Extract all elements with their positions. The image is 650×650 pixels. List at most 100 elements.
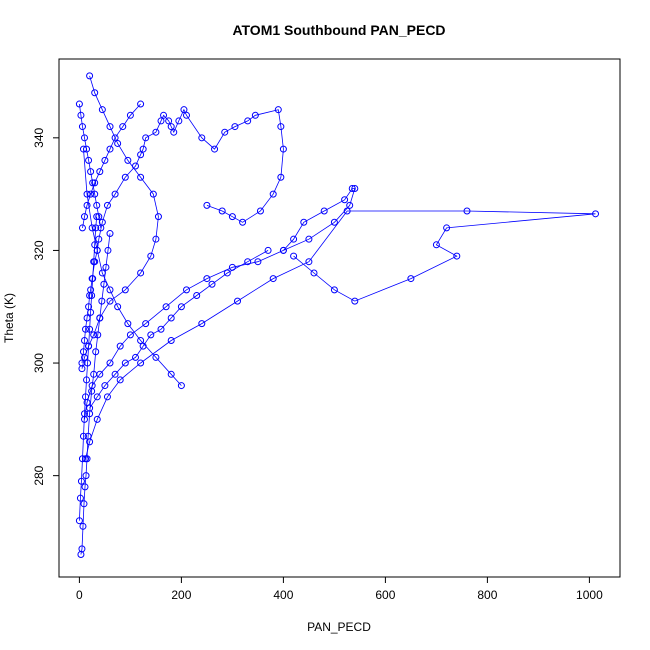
- series-line: [81, 108, 284, 364]
- data-point: [223, 269, 231, 277]
- data-point: [80, 500, 88, 508]
- data-point: [177, 382, 185, 390]
- data-point: [254, 258, 262, 266]
- data-point: [348, 185, 356, 192]
- data-point: [152, 353, 160, 361]
- data-point: [137, 151, 145, 159]
- series-line: [79, 103, 102, 228]
- data-point: [277, 123, 285, 131]
- data-point: [101, 156, 109, 164]
- x-tick-label: 1000: [576, 588, 603, 602]
- data-point: [290, 252, 298, 260]
- data-point: [106, 123, 114, 131]
- data-point: [279, 246, 287, 254]
- data-point: [154, 213, 162, 221]
- data-point: [102, 263, 110, 271]
- data-point: [90, 331, 98, 339]
- data-point: [193, 291, 201, 299]
- data-point: [79, 145, 87, 153]
- data-point: [83, 314, 91, 322]
- data-point: [277, 173, 285, 181]
- data-point: [121, 359, 129, 367]
- data-point: [79, 432, 87, 440]
- data-point: [86, 404, 94, 412]
- data-point: [93, 393, 101, 401]
- data-point: [77, 111, 85, 119]
- data-point: [106, 286, 114, 294]
- data-point: [119, 123, 127, 131]
- data-point: [87, 308, 95, 316]
- y-tick-label: 320: [32, 240, 46, 260]
- data-point: [106, 230, 114, 238]
- data-point: [124, 320, 132, 328]
- data-point: [137, 269, 145, 277]
- data-point: [76, 494, 84, 502]
- data-point: [330, 218, 338, 226]
- data-point: [78, 545, 86, 553]
- x-tick-label: 400: [273, 588, 293, 602]
- x-tick-label: 0: [76, 588, 83, 602]
- data-point: [106, 145, 114, 153]
- data-point: [78, 224, 86, 232]
- data-point: [91, 89, 99, 97]
- data-point: [95, 235, 103, 243]
- data-point: [100, 280, 108, 288]
- data-point: [137, 173, 145, 181]
- data-point: [90, 258, 98, 266]
- data-point: [407, 275, 415, 283]
- data-point: [93, 246, 101, 254]
- data-point: [218, 207, 226, 215]
- data-point: [167, 314, 175, 322]
- x-tick-label: 800: [477, 588, 497, 602]
- y-tick-label: 280: [32, 465, 46, 485]
- data-point: [180, 106, 188, 114]
- data-point: [453, 252, 461, 260]
- data-point: [114, 303, 122, 311]
- x-axis-label: PAN_PECD: [307, 620, 371, 634]
- x-tick-label: 200: [171, 588, 191, 602]
- data-point: [93, 415, 101, 423]
- data-point: [103, 393, 111, 401]
- data-point: [198, 320, 206, 328]
- data-point: [147, 331, 155, 339]
- data-point: [160, 111, 168, 119]
- data-point: [98, 269, 106, 277]
- data-point: [121, 286, 129, 294]
- data-point: [139, 342, 147, 350]
- data-point: [330, 286, 338, 294]
- data-point: [463, 207, 471, 215]
- data-point: [346, 201, 354, 209]
- data-point: [152, 235, 160, 243]
- data-point: [290, 235, 298, 243]
- data-point: [264, 246, 272, 254]
- series-line: [80, 233, 111, 555]
- data-point: [208, 280, 216, 288]
- data-point: [83, 190, 91, 198]
- data-point: [93, 213, 101, 221]
- data-point: [75, 100, 83, 108]
- data-point: [116, 342, 124, 350]
- data-point: [83, 455, 91, 463]
- data-point: [81, 483, 89, 491]
- data-point: [351, 297, 359, 305]
- data-point: [137, 359, 145, 367]
- data-point: [111, 370, 119, 378]
- series-line: [82, 103, 141, 228]
- data-point: [88, 291, 96, 299]
- data-point: [239, 218, 247, 226]
- data-point: [101, 382, 109, 390]
- data-point: [269, 275, 277, 283]
- plot-lines: [79, 75, 596, 555]
- data-point: [167, 337, 175, 345]
- data-point: [183, 286, 190, 294]
- data-point: [251, 111, 259, 119]
- data-point: [132, 353, 139, 361]
- data-point: [83, 201, 91, 209]
- data-point: [95, 213, 103, 221]
- data-point: [114, 139, 122, 147]
- plot-points: [75, 72, 600, 558]
- data-point: [198, 134, 206, 142]
- data-point: [106, 297, 114, 305]
- data-point: [167, 370, 175, 378]
